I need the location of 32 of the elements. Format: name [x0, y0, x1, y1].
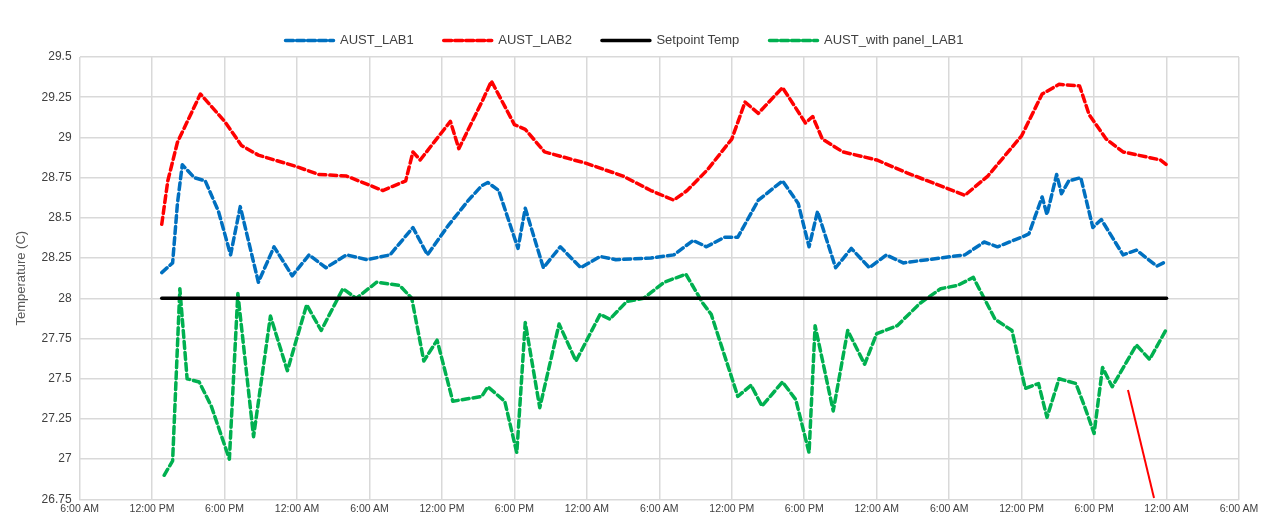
legend-label: AUST_LAB1 — [340, 32, 414, 48]
x-tick-label: 12:00 AM — [1144, 501, 1189, 514]
x-tick-label: 6:00 PM — [784, 501, 824, 514]
legend-label: AUST_with panel_LAB1 — [824, 32, 964, 48]
y-tick-label: 27.75 — [41, 330, 72, 345]
y-tick-label: 29.5 — [48, 49, 72, 64]
x-tick-label: 12:00 PM — [129, 501, 175, 514]
x-tick-label: 12:00 AM — [854, 501, 899, 514]
y-tick-label: 28.25 — [41, 250, 72, 265]
y-tick-label: 28.75 — [41, 169, 72, 184]
x-tick-label: 12:00 AM — [564, 501, 610, 514]
y-tick-label: 28 — [58, 290, 72, 305]
x-tick-label: 6:00 AM — [929, 501, 969, 514]
y-tick-label: 27 — [58, 451, 72, 466]
y-tick-label: 27.5 — [48, 371, 72, 386]
x-tick-label: 12:00 PM — [709, 501, 755, 514]
x-tick-label: 6:00 PM — [1074, 501, 1114, 514]
x-tick-label: 6:00 PM — [205, 501, 245, 514]
x-tick-label: 12:00 AM — [274, 501, 320, 514]
x-tick-label: 6:00 AM — [1219, 501, 1259, 514]
y-axis-title: Temperature (C) — [13, 230, 29, 326]
y-tick-label: 29.25 — [41, 89, 72, 104]
y-tick-label: 27.25 — [41, 411, 72, 426]
x-tick-label: 6:00 PM — [494, 501, 534, 514]
legend-label: AUST_LAB2 — [498, 32, 572, 48]
y-tick-label: 28.5 — [48, 210, 72, 225]
x-tick-label: 6:00 AM — [350, 501, 389, 514]
x-tick-label: 6:00 AM — [640, 501, 679, 514]
x-tick-label: 12:00 PM — [999, 501, 1045, 514]
x-tick-label: 12:00 PM — [419, 501, 465, 514]
legend-label: Setpoint Temp — [656, 32, 740, 48]
y-tick-label: 29 — [58, 129, 72, 144]
